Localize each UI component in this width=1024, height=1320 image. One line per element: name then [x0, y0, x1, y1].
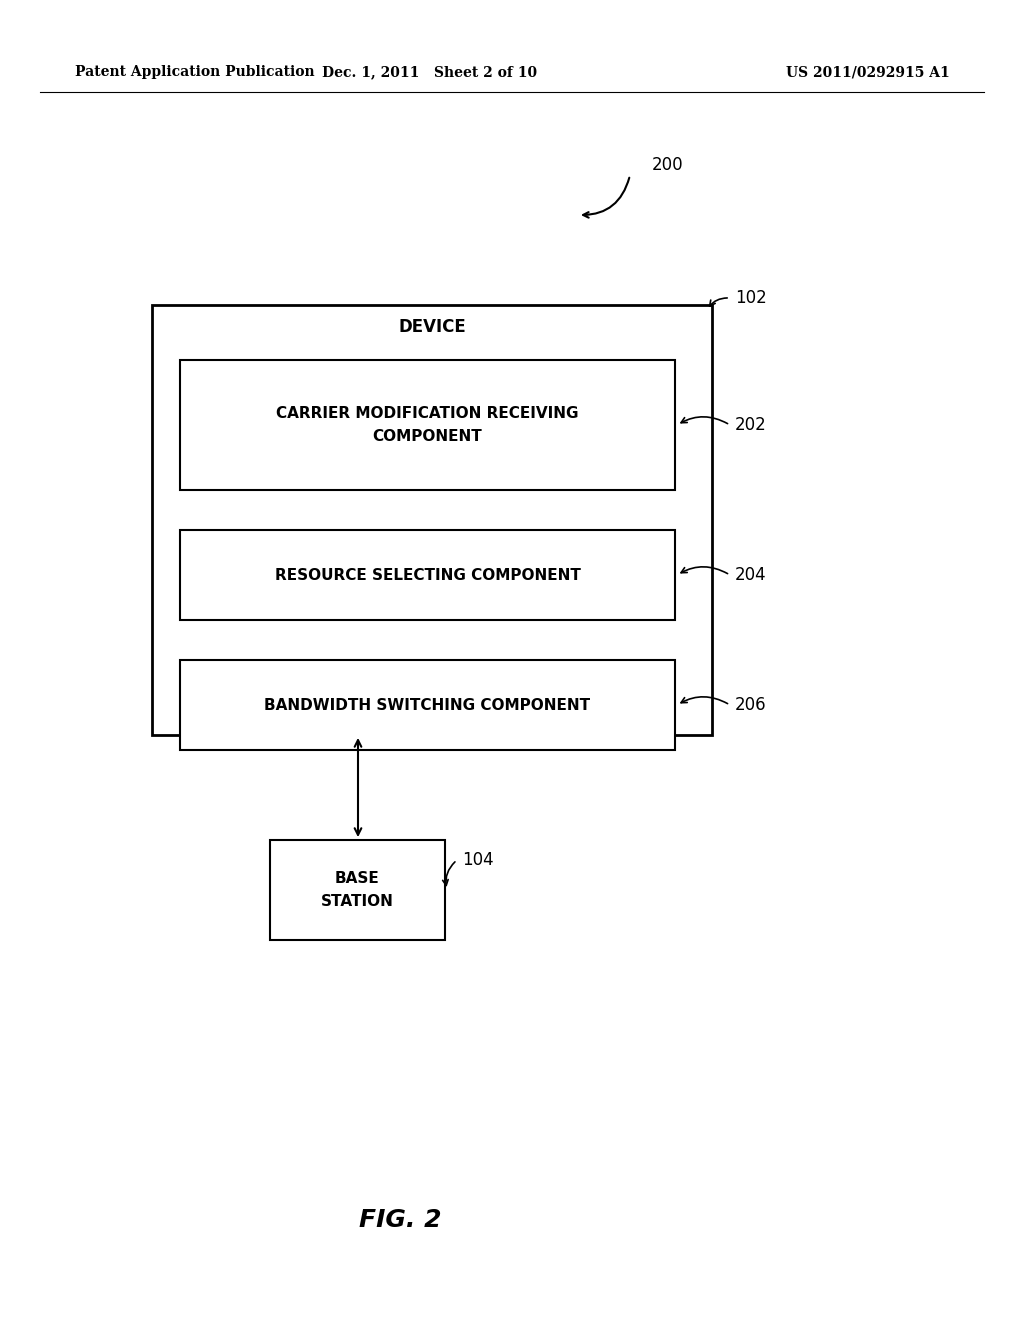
Bar — [180, 531, 675, 620]
Text: FIG. 2: FIG. 2 — [358, 1208, 441, 1232]
Bar — [180, 360, 675, 490]
Text: 102: 102 — [735, 289, 767, 308]
Text: Patent Application Publication: Patent Application Publication — [75, 65, 314, 79]
Text: 200: 200 — [652, 156, 684, 174]
Text: 104: 104 — [462, 851, 494, 869]
Text: BANDWIDTH SWITCHING COMPONENT: BANDWIDTH SWITCHING COMPONENT — [264, 697, 591, 713]
Bar — [152, 305, 712, 735]
Text: RESOURCE SELECTING COMPONENT: RESOURCE SELECTING COMPONENT — [274, 568, 581, 582]
Bar — [180, 660, 675, 750]
Text: US 2011/0292915 A1: US 2011/0292915 A1 — [786, 65, 950, 79]
Text: 206: 206 — [735, 696, 767, 714]
Text: 204: 204 — [735, 566, 767, 583]
Text: BASE
STATION: BASE STATION — [322, 871, 394, 908]
Bar — [270, 840, 445, 940]
Text: Dec. 1, 2011   Sheet 2 of 10: Dec. 1, 2011 Sheet 2 of 10 — [323, 65, 538, 79]
Text: CARRIER MODIFICATION RECEIVING
COMPONENT: CARRIER MODIFICATION RECEIVING COMPONENT — [276, 407, 579, 444]
Text: 202: 202 — [735, 416, 767, 434]
Text: DEVICE: DEVICE — [398, 318, 466, 337]
